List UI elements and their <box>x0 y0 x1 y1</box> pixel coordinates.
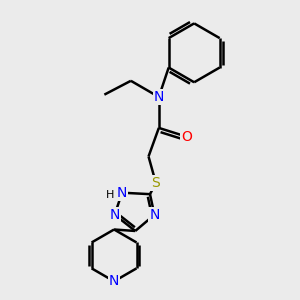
Text: N: N <box>110 208 120 222</box>
Text: N: N <box>154 90 164 104</box>
Text: N: N <box>109 274 119 288</box>
Text: S: S <box>152 176 160 190</box>
Text: N: N <box>117 186 127 200</box>
Text: H: H <box>106 190 114 200</box>
Text: N: N <box>149 208 160 222</box>
Text: O: O <box>182 130 192 144</box>
